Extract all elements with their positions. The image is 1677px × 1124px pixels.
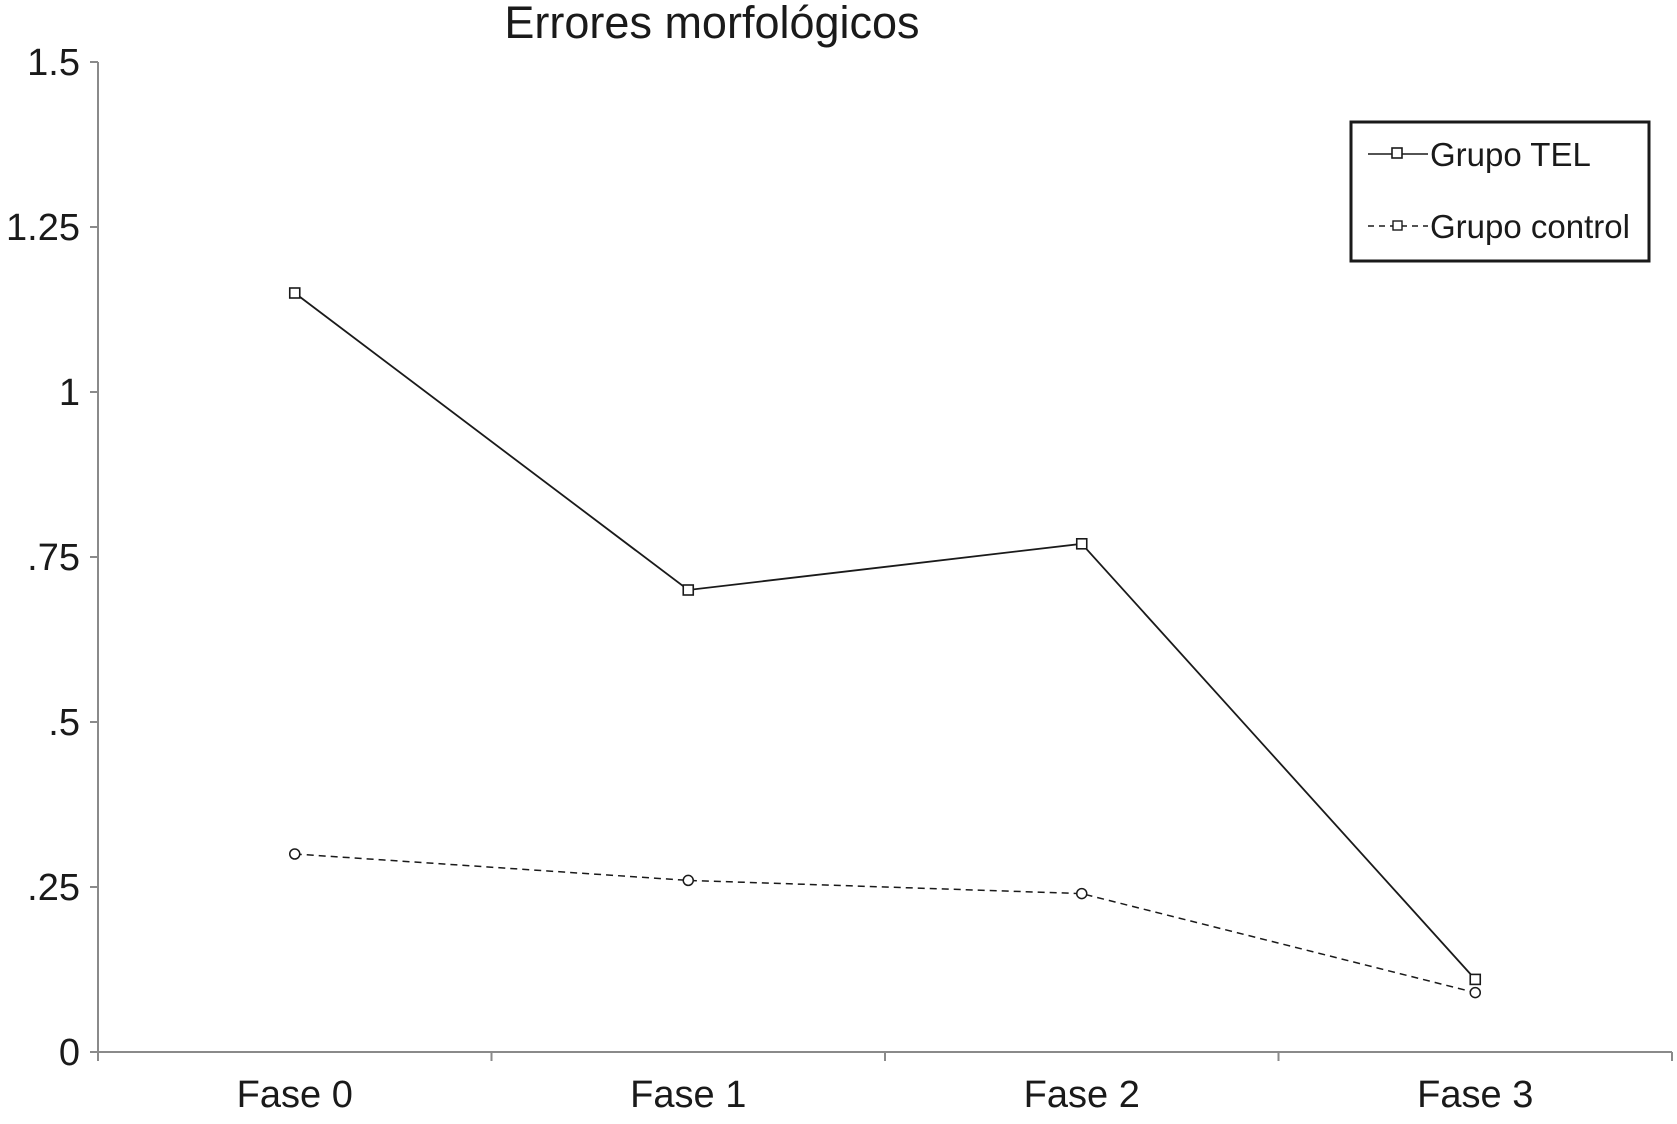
y-tick-label: 1.5 (27, 42, 80, 84)
y-tick-label: .75 (27, 537, 80, 579)
legend-box (1349, 120, 1651, 263)
x-tick-label: Fase 3 (1417, 1074, 1533, 1116)
chart-title: Errores morfológicos (504, 0, 919, 48)
x-tick-label: Fase 2 (1024, 1074, 1140, 1116)
legend-marker-tel (1391, 147, 1403, 159)
y-tick-label: .25 (27, 867, 80, 909)
data-point-grupo-tel (1469, 973, 1482, 986)
data-point-grupo-control (1469, 986, 1481, 999)
legend-marker-control (1392, 220, 1403, 231)
x-tick-label: Fase 1 (630, 1074, 746, 1116)
plot-area (288, 287, 1482, 999)
data-point-grupo-tel (682, 584, 695, 596)
legend-label-tel: Grupo TEL (1430, 136, 1591, 173)
x-tick-label: Fase 0 (237, 1074, 353, 1116)
y-tick-label: 1 (59, 372, 80, 414)
series-line-grupo-control (294, 853, 1476, 994)
legend-label-control: Grupo control (1430, 208, 1630, 245)
data-point-grupo-control (1076, 887, 1088, 900)
data-point-grupo-control (289, 848, 301, 860)
y-tick-label: 0 (59, 1032, 80, 1074)
axes: 0 .25 .5 .75 1 1.25 1.5 Fase 0 Fase 1 Fase 2 Fase … (6, 42, 1673, 1116)
legend: Grupo TEL Grupo control (1349, 120, 1651, 263)
y-tick-label: 1.25 (6, 207, 80, 249)
series-line-grupo-tel (294, 292, 1476, 981)
data-point-grupo-control (682, 874, 694, 887)
data-point-grupo-tel (288, 287, 301, 299)
y-tick-label: .5 (48, 702, 80, 744)
data-point-grupo-tel (1075, 537, 1088, 550)
